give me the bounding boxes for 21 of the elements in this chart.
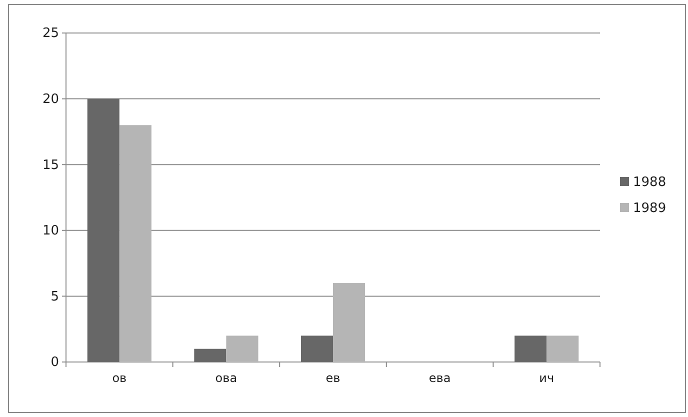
y-tick-label: 15 bbox=[42, 158, 59, 173]
y-tick-label: 10 bbox=[42, 224, 59, 239]
bar bbox=[226, 336, 258, 362]
y-tick-label: 5 bbox=[50, 289, 59, 304]
x-tick-label: ова bbox=[215, 370, 238, 385]
y-tick-label: 20 bbox=[42, 92, 59, 107]
bar bbox=[546, 336, 579, 362]
bar bbox=[119, 125, 152, 362]
y-tick-label: 25 bbox=[42, 26, 59, 42]
bar bbox=[333, 283, 366, 362]
x-tick-label: ев bbox=[326, 370, 340, 385]
bar bbox=[514, 336, 547, 362]
x-tick-label: ов bbox=[112, 370, 127, 385]
x-tick-label: ич bbox=[539, 370, 554, 385]
bar bbox=[87, 98, 120, 362]
x-tick-label: ева bbox=[428, 370, 451, 385]
y-tick-label: 0 bbox=[50, 355, 59, 370]
legend-label: 1988 bbox=[633, 175, 666, 190]
bar bbox=[300, 336, 333, 362]
bar bbox=[194, 348, 226, 362]
legend-label: 1989 bbox=[633, 201, 666, 216]
